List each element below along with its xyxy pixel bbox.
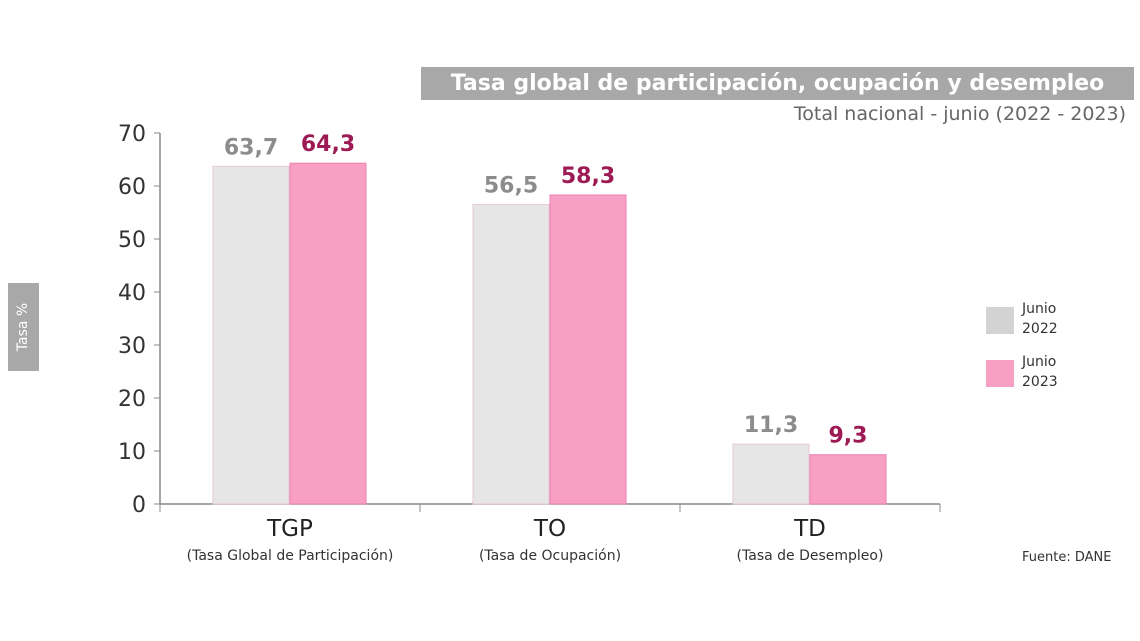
y-tick-label: 40 xyxy=(118,281,146,306)
y-tick-label: 60 xyxy=(118,175,146,200)
category-sublabel: (Tasa de Ocupación) xyxy=(479,548,621,564)
bar-tgp-1 xyxy=(289,162,367,505)
data-label: 9,3 xyxy=(829,424,868,449)
bar-to-1 xyxy=(549,194,627,505)
y-tick-label: 70 xyxy=(118,122,146,147)
category-sublabel: (Tasa Global de Participación) xyxy=(187,548,394,564)
y-tick-label: 0 xyxy=(132,493,146,518)
bar-to-0 xyxy=(472,204,550,505)
y-tick-label: 20 xyxy=(118,387,146,412)
chart-title: Tasa global de participación, ocupación … xyxy=(421,67,1134,100)
legend-swatch-2023 xyxy=(986,360,1014,387)
legend-label-2023: Junio 2023 xyxy=(1022,354,1058,390)
category-label: TGP xyxy=(266,516,313,542)
data-label: 56,5 xyxy=(484,174,538,199)
source-note: Fuente: DANE xyxy=(1022,550,1112,565)
data-label: 63,7 xyxy=(224,135,278,160)
y-axis-label-box xyxy=(8,283,39,371)
category-label: TD xyxy=(793,516,826,542)
y-tick-label: 50 xyxy=(118,228,146,253)
data-label: 58,3 xyxy=(561,164,615,189)
chart-subtitle: Total nacional - junio (2022 - 2023) xyxy=(793,103,1126,125)
category-sublabel: (Tasa de Desempleo) xyxy=(737,548,884,564)
data-label: 64,3 xyxy=(301,132,355,157)
legend-swatch-2022 xyxy=(986,307,1014,334)
y-tick-label: 10 xyxy=(118,440,146,465)
bar-td-0 xyxy=(732,443,810,505)
legend-label-2022: Junio 2022 xyxy=(1022,301,1058,337)
y-tick-label: 30 xyxy=(118,334,146,359)
bar-td-1 xyxy=(809,454,887,505)
bar-tgp-0 xyxy=(212,165,290,505)
data-label: 11,3 xyxy=(744,413,798,438)
category-label: TO xyxy=(533,516,566,542)
